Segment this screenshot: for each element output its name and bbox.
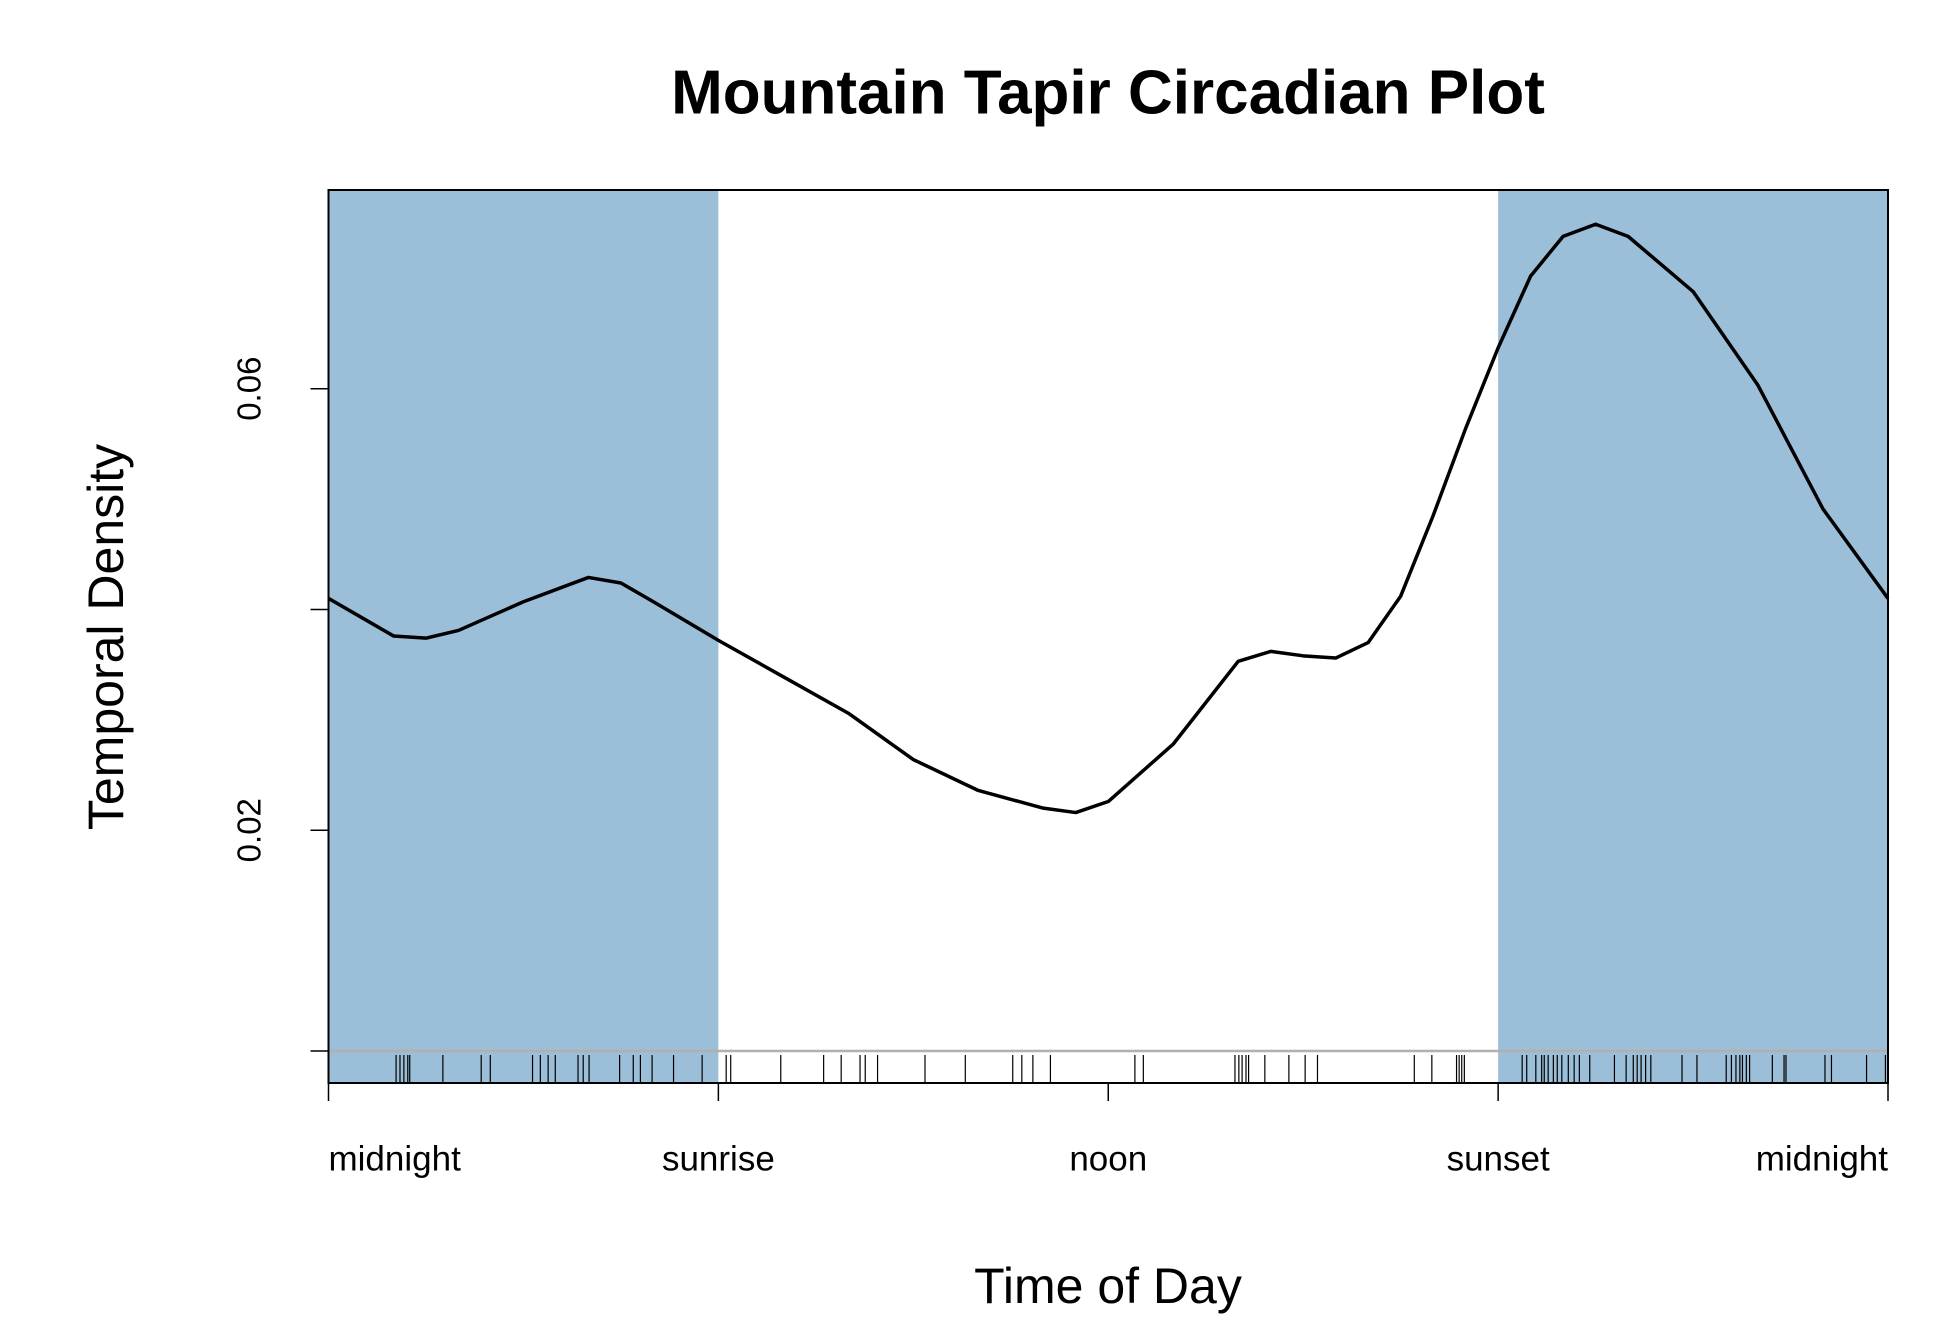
plot-frame [327, 189, 1889, 1084]
x-axis-title: Time of Day [974, 1258, 1242, 1314]
x-tick-label: noon [1069, 1139, 1147, 1178]
x-tick-label: midnight [329, 1139, 462, 1178]
x-tick-label: sunset [1447, 1139, 1550, 1178]
chart-title: Mountain Tapir Circadian Plot [671, 58, 1545, 127]
y-tick-label: 0.06 [231, 357, 268, 421]
x-tick-label: sunrise [662, 1139, 775, 1178]
night-shade [1498, 190, 1888, 1083]
y-tick-label: 0.02 [231, 798, 268, 862]
density-line [327, 222, 1890, 815]
y-axis-title: Temporal Density [78, 444, 134, 830]
night-shade [328, 190, 719, 1083]
x-tick-label: midnight [1756, 1139, 1889, 1178]
